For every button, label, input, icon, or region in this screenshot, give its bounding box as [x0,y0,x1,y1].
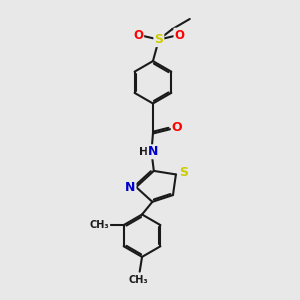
Text: H: H [139,147,148,157]
Text: CH₃: CH₃ [128,275,148,285]
Text: S: S [179,166,188,178]
Text: O: O [174,29,184,42]
Text: N: N [148,145,158,158]
Text: O: O [172,121,182,134]
Text: CH₃: CH₃ [90,220,110,230]
Text: O: O [133,29,143,42]
Text: S: S [154,33,163,46]
Text: N: N [125,181,136,194]
